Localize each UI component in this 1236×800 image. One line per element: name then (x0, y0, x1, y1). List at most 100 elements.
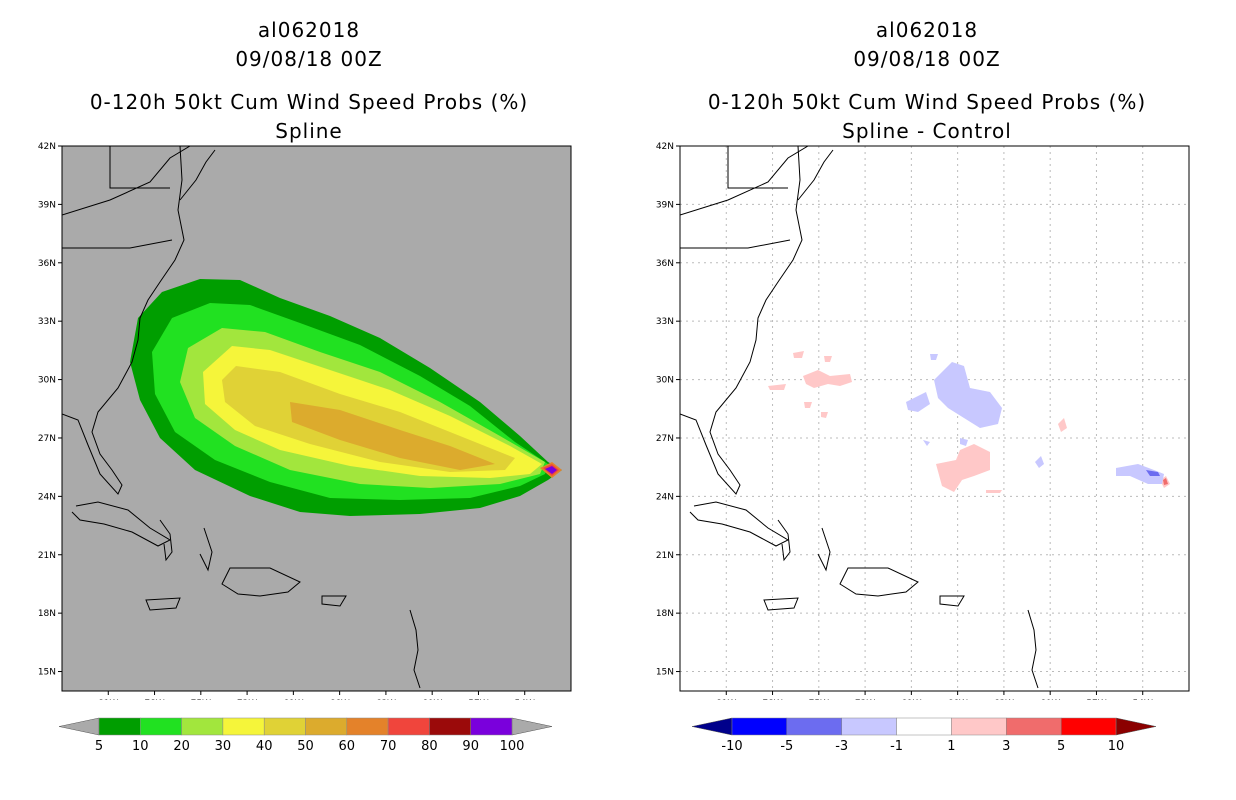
map-axes: 42N 39N 36N 33N 30N 27N 24N 21N 18N 15N 81W 78W 75W 7… (38, 142, 535, 700)
lat-tick-label: 15N (38, 668, 56, 678)
coastlines (62, 146, 421, 689)
colorbar: -10 -5 -3 -1 1 3 5 10 (691, 717, 1157, 754)
lat-tick-label: 33N (656, 317, 674, 327)
left-panel: al062018 09/08/18 00Z 0-120h 50kt Cum Wi… (38, 18, 572, 754)
colorbar-max-arrow (1115, 717, 1157, 736)
colorbar-segment (181, 717, 224, 736)
difference-contours (768, 351, 1170, 493)
map-background (680, 146, 1189, 691)
negative-core (1146, 470, 1160, 476)
colorbar-label: 100 (500, 739, 525, 754)
lon-tick-label: 72W (855, 699, 875, 700)
map-axes: 42N 39N 36N 33N 30N 27N 24N 21N 18N 15N 81W 78W 75W 7… (656, 142, 1153, 700)
lat-tick-label: 21N (656, 551, 674, 561)
colorbar-label: 30 (215, 739, 232, 754)
positive-blob-6 (821, 412, 828, 418)
colorbar-label: 1 (947, 739, 955, 754)
colorbar-segment (470, 717, 513, 736)
storm-id: al062018 (875, 18, 979, 42)
lat-tick-label: 30N (38, 376, 56, 386)
colorbar-segment (429, 717, 471, 736)
colorbar-min-arrow (58, 717, 100, 736)
colorbar-segment (263, 717, 306, 736)
lat-tick-label: 24N (656, 492, 674, 502)
lon-tick-label: 60W (422, 699, 442, 700)
lon-tick-label: 81W (716, 699, 736, 700)
positive-core (1163, 478, 1168, 485)
colorbar-segment (731, 717, 788, 736)
lat-tick-label: 27N (38, 434, 56, 444)
positive-blob-1 (803, 370, 852, 388)
positive-blob-8 (986, 490, 1002, 493)
colorbar-label: -3 (835, 739, 848, 754)
colorbar-label: 10 (1108, 739, 1125, 754)
map-frame (61, 145, 572, 692)
colorbar-label: 50 (297, 739, 314, 754)
colorbar-segment (1060, 717, 1117, 736)
probability-contours (130, 279, 562, 516)
chart-subtitle: Spline (275, 119, 343, 143)
positive-blob-5 (804, 402, 812, 408)
negative-blob-5 (923, 440, 930, 446)
lon-tick-label: 69W (283, 699, 303, 700)
negative-blob-6 (1035, 456, 1044, 468)
lon-tick-label: 63W (376, 699, 396, 700)
lat-tick-label: 42N (38, 142, 56, 152)
lat-tick-label: 15N (656, 668, 674, 678)
lat-tick-label: 39N (38, 200, 56, 210)
negative-blob-2 (906, 392, 930, 412)
lon-tick-label: 78W (762, 699, 782, 700)
lat-tick-label: 18N (38, 609, 56, 619)
colorbar-label: -1 (890, 739, 903, 754)
colorbar-segment (951, 717, 1007, 736)
datetime: 09/08/18 00Z (853, 47, 1001, 71)
lat-tick-label: 27N (656, 434, 674, 444)
negative-blob-7 (1116, 464, 1164, 484)
colorbar-segment (98, 717, 141, 736)
contour-center-inner (545, 466, 557, 474)
colorbar-label: -5 (780, 739, 793, 754)
colorbar-segment (1006, 717, 1062, 736)
colorbar-segment (346, 717, 389, 736)
storm-id: al062018 (257, 18, 361, 42)
lon-tick-label: 78W (144, 699, 164, 700)
lon-tick-label: 66W (947, 699, 967, 700)
lon-tick-label: 66W (329, 699, 349, 700)
colorbar-label: 40 (256, 739, 273, 754)
colorbar-label: 5 (95, 739, 103, 754)
colorbar: 5 10 20 30 40 50 60 70 80 90 100 (58, 717, 553, 754)
right-panel: al062018 09/08/18 00Z 0-120h 50kt Cum Wi… (618, 0, 1236, 800)
lon-tick-label: 60W (1040, 699, 1060, 700)
lat-tick-label: 36N (656, 259, 674, 269)
colorbar-label: 90 (462, 739, 479, 754)
colorbar-label: 80 (421, 739, 438, 754)
map-frame (679, 145, 1190, 692)
positive-blob-3 (793, 351, 804, 358)
lon-tick-label: 54W (515, 699, 535, 700)
coastlines (680, 146, 1039, 689)
contour-50 (290, 402, 495, 470)
colorbar-label: 10 (132, 739, 149, 754)
lon-tick-label: 63W (994, 699, 1014, 700)
colorbar-segment (786, 717, 842, 736)
lon-tick-label: 81W (98, 699, 118, 700)
lat-tick-label: 30N (656, 376, 674, 386)
negative-blob-3 (930, 354, 938, 360)
lat-tick-label: 18N (656, 609, 674, 619)
lon-tick-label: 57W (1086, 699, 1106, 700)
lat-tick-label: 24N (38, 492, 56, 502)
colorbar-min-arrow (691, 717, 733, 736)
colorbar-label: 70 (380, 739, 397, 754)
gridlines (680, 146, 1189, 691)
negative-blob-1 (934, 362, 1002, 428)
difference-map: 42N 39N 36N 33N 30N 27N 24N 21N 18N 15N 81W 78W 75W 7… (656, 142, 1190, 700)
lon-tick-label: 72W (237, 699, 257, 700)
colorbar-label: 5 (1057, 739, 1065, 754)
colorbar-segment (387, 717, 430, 736)
lat-tick-label: 39N (656, 200, 674, 210)
colorbar-segment (222, 717, 265, 736)
lon-tick-label: 57W (468, 699, 488, 700)
lon-tick-label: 69W (901, 699, 921, 700)
colorbar-max-arrow (511, 717, 553, 736)
chart-title: 0-120h 50kt Cum Wind Speed Probs (%) (89, 90, 529, 114)
